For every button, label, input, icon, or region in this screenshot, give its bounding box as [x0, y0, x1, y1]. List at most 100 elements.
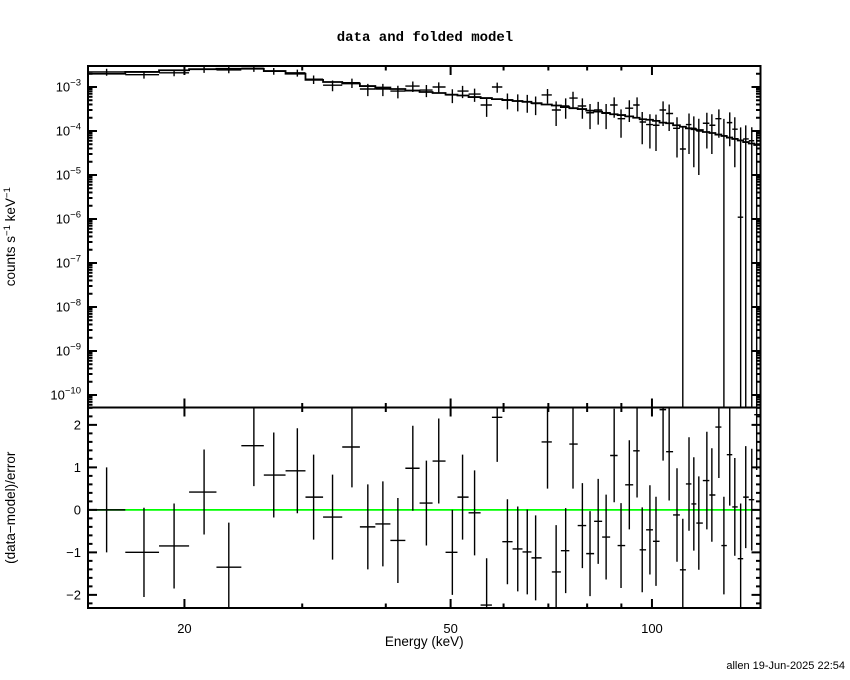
y-tick-label: 0: [74, 502, 81, 517]
data-point: [502, 93, 513, 110]
data-point: [445, 89, 458, 104]
y-tick-label: 10−6: [56, 210, 81, 227]
y-axis-label-bottom: (data−model)/error: [3, 451, 18, 564]
residual-point: [405, 425, 420, 511]
residual-point: [586, 511, 595, 597]
data-point: [491, 82, 503, 93]
y-tick-label: 2: [74, 417, 81, 432]
data-point: [633, 97, 640, 118]
data-point: [125, 71, 160, 79]
bottom-panel-ticks: [88, 406, 761, 608]
data-point: [732, 117, 738, 168]
residual-point: [551, 525, 561, 608]
y-tick-label: 10−4: [56, 122, 81, 139]
residual-point: [159, 503, 190, 589]
data-point: [673, 117, 680, 158]
residual-point: [691, 457, 697, 551]
data-point: [216, 66, 242, 74]
residual-point: [726, 407, 733, 506]
residual-point: [633, 407, 640, 498]
residual-point: [241, 407, 264, 487]
x-tick-label: 100: [641, 621, 663, 636]
data-point: [602, 104, 611, 130]
data-point: [666, 104, 674, 131]
residual-point: [531, 515, 542, 601]
top-panel-ticks: [88, 66, 761, 408]
data-point: [323, 80, 343, 92]
residual-point: [522, 509, 532, 595]
residual-point: [419, 460, 433, 546]
plot-title: data and folded model: [336, 30, 514, 46]
y-tick-label: 10−7: [56, 254, 81, 271]
residual-point: [646, 485, 653, 575]
data-point: [721, 118, 727, 408]
x-tick-label: 20: [177, 621, 191, 636]
data-point: [560, 98, 570, 119]
residual-point: [577, 483, 587, 569]
data-point: [541, 89, 552, 104]
residual-point: [737, 503, 744, 608]
data-point: [189, 66, 217, 73]
residual-point: [625, 440, 634, 530]
data-point: [305, 75, 324, 84]
residual-point: [502, 499, 513, 585]
residual-point: [390, 497, 406, 583]
residual-point: [652, 496, 660, 586]
data-point: [531, 96, 542, 116]
data-point: [594, 101, 603, 125]
data-point: [263, 68, 286, 75]
data-point: [748, 127, 755, 408]
footer-timestamp: allen 19-Jun-2025 22:54: [726, 660, 845, 672]
y-tick-label: 1: [74, 460, 81, 475]
model-group: [88, 67, 761, 146]
residual-point: [696, 476, 703, 570]
residual-point: [709, 448, 716, 542]
residual-point: [189, 449, 217, 535]
y-tick-label: 10−5: [56, 166, 81, 183]
residual-point: [639, 507, 647, 593]
data-point: [577, 98, 587, 119]
data-point: [610, 97, 618, 118]
data-point: [709, 114, 716, 154]
residual-point: [305, 454, 324, 540]
y-tick-label: 10−10: [50, 386, 81, 403]
data-point: [512, 94, 523, 112]
x-axis-label: Energy (keV): [385, 634, 464, 649]
residual-point: [342, 407, 360, 488]
data-point: [468, 88, 481, 102]
residual-point: [457, 454, 469, 540]
data-point: [419, 85, 433, 98]
residual-point: [748, 448, 755, 551]
residual-point: [732, 458, 738, 556]
residual-point: [602, 494, 611, 580]
residual-point: [721, 496, 727, 595]
residual-point: [432, 418, 446, 504]
residual-point: [702, 431, 710, 530]
data-point: [522, 94, 532, 113]
data-point: [743, 125, 749, 408]
residual-point: [673, 468, 680, 562]
data-point: [375, 83, 391, 97]
y-tick-label: −1: [66, 545, 81, 560]
residual-point: [560, 508, 570, 594]
data-point: [342, 78, 360, 88]
residual-point: [359, 484, 376, 570]
model-line: [88, 67, 761, 146]
data-point: [625, 100, 634, 123]
data-point: [696, 118, 703, 175]
y-tick-label: 10−9: [56, 342, 81, 359]
data-point: [685, 113, 692, 154]
data-point: [715, 109, 722, 138]
residual-point: [541, 407, 552, 489]
residual-point: [491, 407, 503, 462]
data-point: [679, 126, 686, 408]
residual-point: [468, 470, 481, 556]
data-point: [569, 91, 578, 108]
data-point: [480, 97, 492, 117]
data-point: [726, 112, 733, 147]
data-point: [617, 109, 626, 138]
data-point: [405, 81, 420, 92]
data-point: [551, 101, 561, 126]
residual-point: [125, 507, 160, 597]
